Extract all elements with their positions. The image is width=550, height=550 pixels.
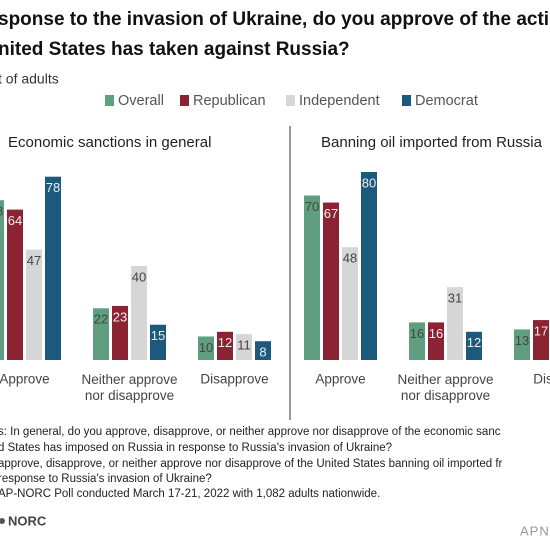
value-label: 78: [46, 180, 60, 195]
note-line: s: In general, do you approve, disapprov…: [0, 426, 501, 438]
value-label: 8: [259, 345, 266, 360]
bar: [342, 247, 358, 360]
legend-label: Republican: [193, 93, 266, 109]
bar: [0, 200, 4, 360]
value-label: 15: [151, 328, 165, 343]
value-label: 67: [324, 206, 338, 221]
panel-title: Banning oil imported from Russia: [321, 134, 543, 151]
value-label: 16: [429, 326, 443, 341]
bar: [93, 308, 109, 360]
bar: [466, 331, 482, 360]
value-label: 12: [467, 335, 481, 350]
bar: [131, 266, 147, 360]
value-label: 47: [27, 253, 41, 268]
value-label: 68: [0, 204, 3, 219]
legend-label: Overall: [118, 93, 164, 109]
legend-swatch: [180, 95, 189, 106]
bar: [7, 209, 23, 360]
note-line: response to Russia's invasion of Ukraine…: [0, 473, 212, 485]
note-line: d States has imposed on Russia in respon…: [0, 442, 392, 454]
value-label: 22: [94, 312, 108, 327]
value-label: 31: [448, 291, 462, 306]
bar: [236, 334, 252, 360]
category-label: Neither approve nor disapprove: [397, 372, 493, 403]
value-label: 48: [343, 251, 357, 266]
bar: [198, 336, 214, 360]
panel-title: Economic sanctions in general: [8, 134, 211, 151]
subtitle: t of adults: [0, 71, 59, 87]
footer-logo: NORC: [8, 513, 47, 528]
note-line: AP-NORC Poll conducted March 17-21, 2022…: [0, 488, 380, 500]
note-line: approve, disapprove, or neither approve …: [0, 458, 503, 470]
legend-label: Independent: [299, 93, 380, 109]
category-label: Approve: [315, 372, 365, 387]
bar: [533, 320, 549, 360]
category-label: Approve: [0, 372, 50, 387]
category-label: Neither approve nor disapprove: [81, 372, 177, 403]
bar: [217, 331, 233, 360]
bar: [112, 305, 128, 360]
bar: [447, 287, 463, 360]
value-label: 17: [534, 323, 548, 338]
category-label: Disap: [533, 372, 550, 387]
bar: [361, 172, 377, 360]
legend-label: Democrat: [415, 93, 478, 109]
legend-swatch: [286, 95, 295, 106]
bar: [409, 322, 425, 360]
bar: [428, 322, 444, 360]
category-label: Disapprove: [200, 372, 268, 387]
value-label: 13: [515, 333, 529, 348]
logo: [0, 518, 5, 524]
bar: [323, 202, 339, 360]
value-label: 16: [410, 326, 424, 341]
bar: [150, 324, 166, 360]
value-label: 10: [199, 340, 213, 355]
value-label: 12: [218, 335, 232, 350]
legend-swatch: [402, 95, 411, 106]
bar: [45, 176, 61, 360]
legend-swatch: [105, 95, 114, 106]
bar: [514, 329, 530, 360]
value-label: 11: [237, 338, 251, 353]
bar: [26, 249, 42, 360]
bar: [304, 195, 320, 360]
title-line: nited States has taken against Russia?: [0, 39, 350, 60]
title-line: sponse to the invasion of Ukraine, do yo…: [0, 9, 549, 30]
value-label: 70: [305, 199, 319, 214]
bar: [255, 341, 271, 360]
value-label: 64: [8, 213, 22, 228]
value-label: 40: [132, 269, 146, 284]
value-label: 80: [362, 175, 376, 190]
value-label: 23: [113, 309, 127, 324]
